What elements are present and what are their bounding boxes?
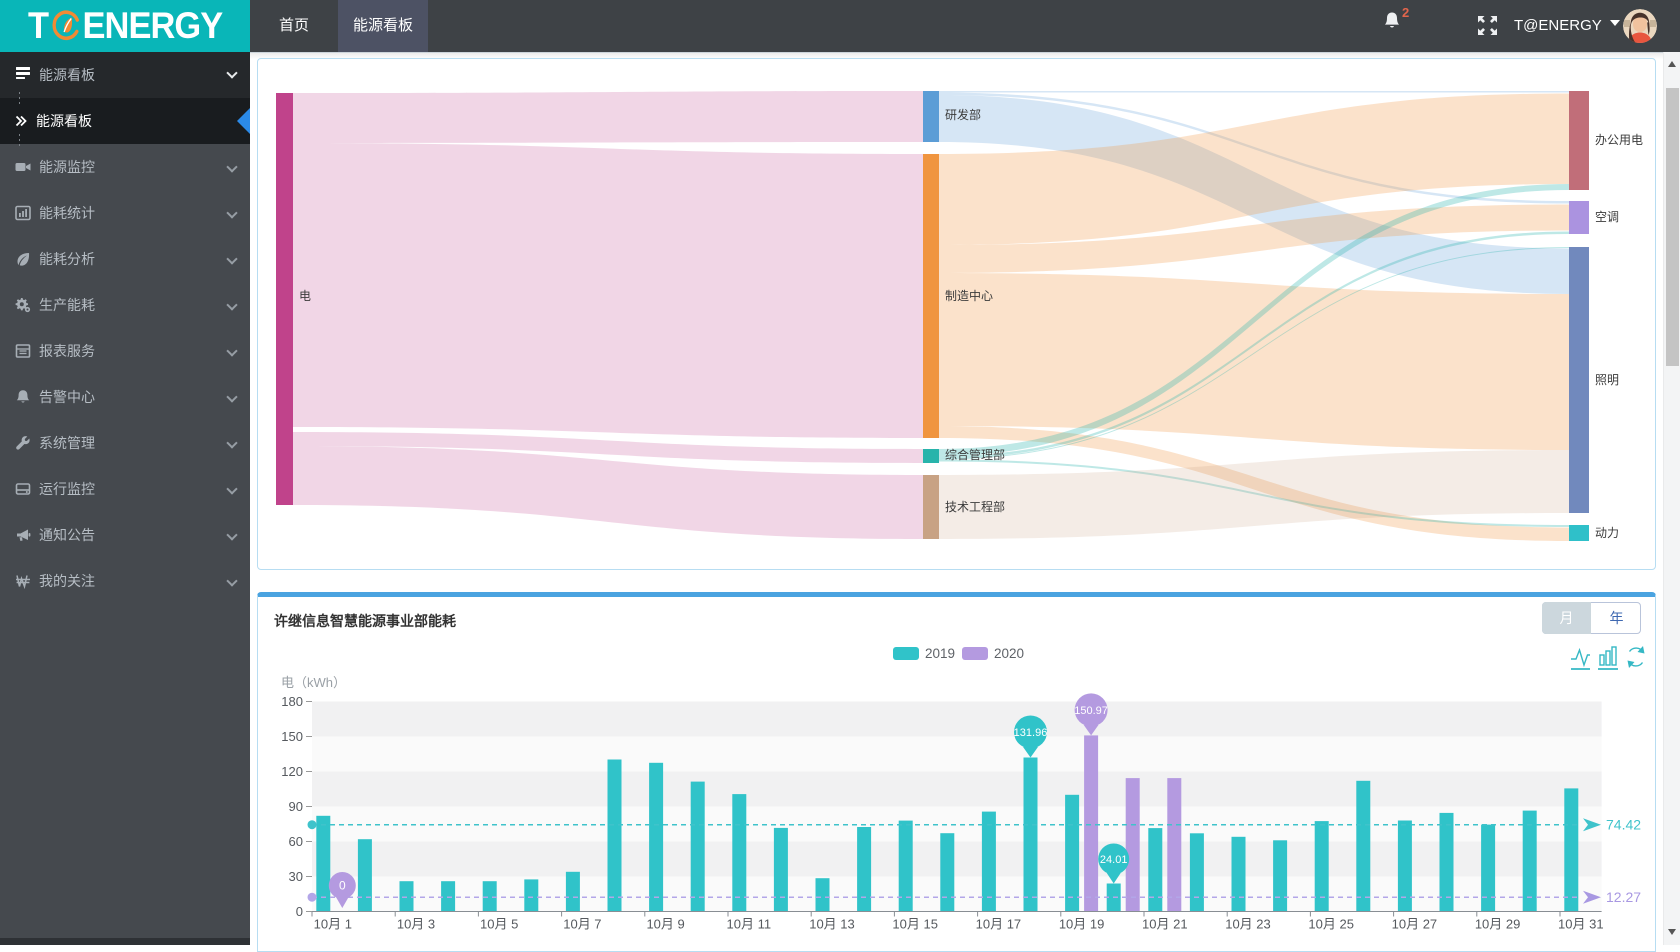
svg-text:150: 150 (281, 729, 303, 744)
svg-text:电: 电 (299, 289, 311, 303)
svg-text:10月 21: 10月 21 (1142, 917, 1188, 932)
svg-text:技术工程部: 技术工程部 (945, 499, 1005, 514)
svg-text:10月 11: 10月 11 (727, 917, 772, 932)
svg-text:办公用电: 办公用电 (1595, 132, 1643, 147)
svg-text:12.27: 12.27 (1606, 889, 1641, 905)
svg-text:制造中心: 制造中心 (945, 288, 993, 303)
svg-text:动力: 动力 (1595, 526, 1619, 540)
svg-text:空调: 空调 (1595, 210, 1619, 224)
svg-text:10月 9: 10月 9 (646, 917, 684, 932)
svg-text:30: 30 (289, 869, 303, 884)
svg-text:10月 5: 10月 5 (480, 917, 518, 932)
svg-text:10月 1: 10月 1 (314, 917, 352, 932)
svg-text:10月 29: 10月 29 (1475, 917, 1521, 932)
svg-text:10月 13: 10月 13 (809, 917, 855, 932)
svg-text:0: 0 (339, 879, 346, 893)
svg-text:90: 90 (289, 799, 303, 814)
svg-text:研发部: 研发部 (945, 107, 981, 122)
svg-text:10月 15: 10月 15 (892, 917, 938, 932)
svg-text:2020: 2020 (994, 646, 1024, 661)
svg-text:综合管理部: 综合管理部 (945, 447, 1005, 462)
svg-text:10月 23: 10月 23 (1225, 917, 1271, 932)
svg-text:131.96: 131.96 (1014, 727, 1048, 739)
svg-text:120: 120 (281, 764, 303, 779)
svg-text:电（kWh）: 电（kWh） (281, 675, 346, 690)
svg-text:10月 17: 10月 17 (976, 917, 1022, 932)
svg-text:10月 3: 10月 3 (397, 917, 435, 932)
svg-text:150.97: 150.97 (1074, 705, 1108, 717)
svg-text:60: 60 (289, 834, 303, 849)
svg-text:10月 19: 10月 19 (1059, 917, 1105, 932)
svg-text:2019: 2019 (925, 646, 955, 661)
svg-text:0: 0 (296, 904, 303, 919)
svg-text:10月 27: 10月 27 (1392, 917, 1438, 932)
svg-text:74.42: 74.42 (1606, 817, 1641, 833)
svg-text:10月 31: 10月 31 (1558, 917, 1604, 932)
svg-text:10月 7: 10月 7 (563, 917, 601, 932)
svg-text:24.01: 24.01 (1100, 854, 1128, 866)
svg-text:照明: 照明 (1595, 373, 1619, 387)
svg-text:180: 180 (281, 694, 303, 709)
svg-text:10月 25: 10月 25 (1308, 917, 1354, 932)
